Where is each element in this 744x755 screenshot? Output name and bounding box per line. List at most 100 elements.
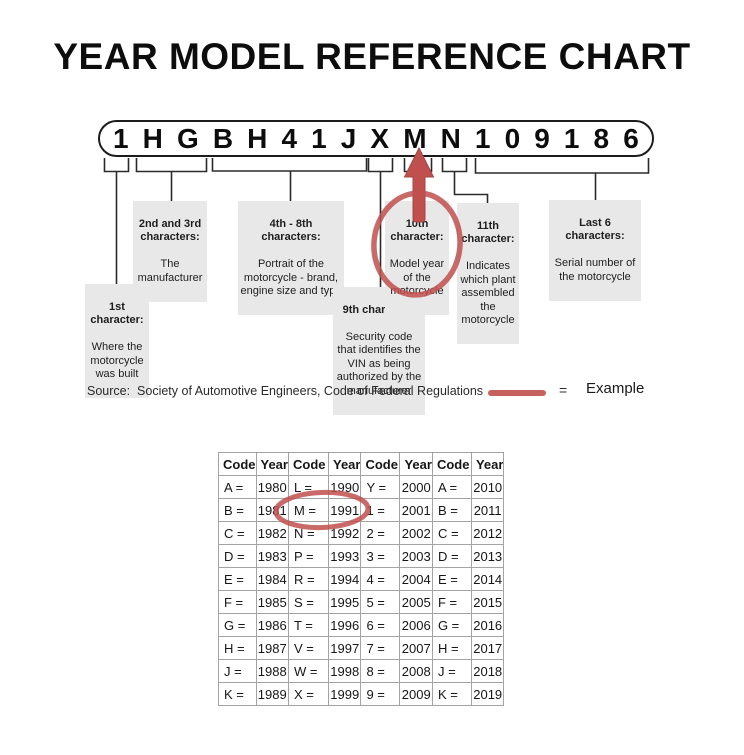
vin-char-14: 9 (534, 122, 550, 154)
year-cell: 1991 (327, 498, 362, 522)
year-cell: 1981 (255, 498, 289, 522)
code-cell: L = (287, 475, 329, 499)
code-cell: A = (218, 475, 257, 499)
callout-body: Security code that identifies the VIN as… (336, 330, 422, 397)
column-header: Code (431, 452, 472, 476)
code-cell: K = (218, 682, 257, 706)
column-header: Code (360, 452, 401, 476)
vin-char-7: 1 (311, 122, 327, 154)
year-cell: 2012 (470, 521, 505, 545)
table-row: H = 1987 V = 1997 7 = 2007 H = 2017 (218, 636, 505, 660)
code-cell: G = (218, 613, 257, 637)
year-table-body: A = 1980 L = 1990 Y = 2000 A = 2010 B = 1981 M = 19… (218, 475, 505, 706)
vin-char-2: H (142, 122, 163, 154)
year-cell: 2004 (399, 567, 433, 591)
year-cell: 1982 (255, 521, 289, 545)
vin-char-1: 1 (113, 122, 129, 154)
code-cell: 1 = (360, 498, 401, 522)
vin-char-17: 6 (623, 122, 639, 154)
table-row: E = 1984 R = 1994 4 = 2004 E = 2014 (218, 567, 505, 591)
code-cell: A = (431, 475, 472, 499)
year-cell: 2011 (470, 498, 505, 522)
year-cell: 1992 (327, 521, 362, 545)
code-cell: S = (287, 590, 329, 614)
code-cell: T = (287, 613, 329, 637)
table-row: J = 1988 W = 1998 8 = 2008 J = 2018 (218, 659, 505, 683)
year-cell: 1994 (327, 567, 362, 591)
callout-head: 11th character: (461, 219, 515, 246)
table-row: A = 1980 L = 1990 Y = 2000 A = 2010 (218, 475, 505, 499)
year-cell: 2010 (470, 475, 505, 499)
code-cell: V = (287, 636, 329, 660)
year-cell: 1986 (255, 613, 289, 637)
code-cell: K = (431, 682, 472, 706)
year-cell: 1985 (255, 590, 289, 614)
code-cell: C = (431, 521, 472, 545)
callout-head: 4th - 8th characters: (261, 217, 321, 244)
year-cell: 2002 (399, 521, 433, 545)
year-cell: 1989 (255, 682, 289, 706)
code-cell: 7 = (360, 636, 401, 660)
year-cell: 1993 (327, 544, 362, 568)
year-cell: 1980 (255, 475, 289, 499)
year-cell: 2006 (399, 613, 433, 637)
code-cell: E = (218, 567, 257, 591)
table-row: B = 1981 M = 1991 1 = 2001 B = 2011 (218, 498, 505, 522)
table-row: G = 1986 T = 1996 6 = 2006 G = 2016 (218, 613, 505, 637)
code-cell: 4 = (360, 567, 401, 591)
code-cell: 5 = (360, 590, 401, 614)
code-cell: H = (431, 636, 472, 660)
legend-equals-sign: = (559, 382, 568, 398)
year-cell: 2001 (399, 498, 433, 522)
year-cell: 2016 (470, 613, 505, 637)
year-cell: 2014 (470, 567, 505, 591)
year-cell: 2017 (470, 636, 505, 660)
code-cell: W = (287, 659, 329, 683)
table-row: D = 1983 P = 1993 3 = 2003 D = 2013 (218, 544, 505, 568)
callout-last-6-characters: Last 6 characters: Serial number of the … (549, 200, 641, 301)
year-cell: 1988 (255, 659, 289, 683)
code-cell: D = (218, 544, 257, 568)
code-cell: J = (218, 659, 257, 683)
callout-body: Indicates which plant assembled the moto… (460, 260, 516, 326)
code-cell: F = (431, 590, 472, 614)
code-cell: M = (287, 498, 329, 522)
code-cell: F = (218, 590, 257, 614)
callout-body: Model year of the motorcycle (389, 258, 445, 297)
code-cell: 8 = (360, 659, 401, 683)
code-cell: C = (218, 521, 257, 545)
callout-4th-8th-characters: 4th - 8th characters: Portrait of the mo… (238, 201, 344, 315)
code-cell: B = (218, 498, 257, 522)
code-cell: Y = (360, 475, 401, 499)
callout-head: 10th character: (390, 217, 444, 244)
vin-char-15: 1 (563, 122, 580, 154)
code-cell: E = (431, 567, 472, 591)
callout-body: The manufacturer (137, 258, 203, 284)
column-header: Code (287, 452, 329, 476)
callout-9th-character: 9th character: Security code that identi… (333, 287, 425, 415)
column-header: Year (255, 452, 289, 476)
table-row: F = 1985 S = 1995 5 = 2005 F = 2015 (218, 590, 505, 614)
year-cell: 2000 (399, 475, 433, 499)
year-cell: 2003 (399, 544, 433, 568)
table-row: K = 1989 X = 1999 9 = 2009 K = 2019 (218, 682, 505, 706)
year-cell: 2019 (470, 682, 505, 706)
page-title: YEAR MODEL REFERENCE CHART (53, 36, 691, 77)
callout-head: Last 6 characters: (565, 216, 625, 243)
code-cell: J = (431, 659, 472, 683)
column-header: Year (399, 452, 433, 476)
callout-10th-character: 10th character: Model year of the motorc… (385, 201, 449, 315)
vin-char-16: 8 (593, 122, 610, 154)
year-cell: 2008 (399, 659, 433, 683)
callout-1st-character: 1st character: Where the motorcycle was … (85, 284, 149, 398)
vin-char-6: 4 (281, 122, 298, 154)
vin-char-8: J (340, 122, 357, 154)
year-cell: 1997 (327, 636, 362, 660)
code-cell: 6 = (360, 613, 401, 637)
code-cell: R = (287, 567, 329, 591)
year-cell: 2005 (399, 590, 433, 614)
year-cell: 2009 (399, 682, 433, 706)
year-cell: 2018 (470, 659, 505, 683)
vin-char-9: X (370, 122, 390, 154)
